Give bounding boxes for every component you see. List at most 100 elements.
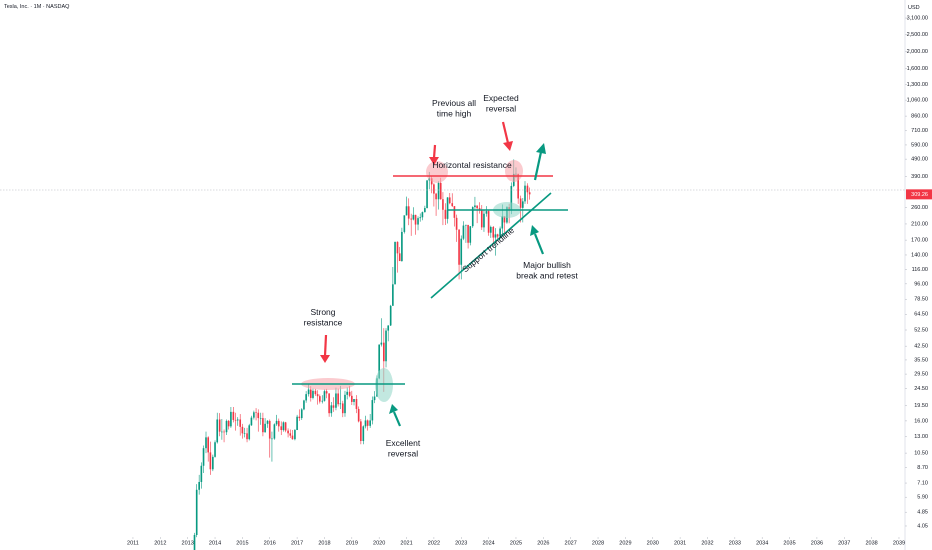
candle-body — [341, 403, 344, 414]
candle-body — [360, 421, 362, 442]
support-trendline — [430, 192, 552, 299]
y-tick-label: 24.50 — [914, 386, 928, 392]
candles — [193, 159, 531, 550]
y-tick-label: 16.00 — [914, 418, 928, 424]
x-tick-label: 2017 — [291, 540, 303, 546]
arrows — [320, 121, 546, 427]
candle-body — [439, 182, 442, 200]
candle-body — [387, 325, 390, 331]
x-tick-label: 2015 — [236, 540, 248, 546]
x-tick-label: 2031 — [674, 540, 686, 546]
arrow-shaft — [392, 411, 402, 427]
candle-body — [394, 241, 396, 285]
y-tick-label: 170.00 — [911, 238, 928, 244]
x-tick-label: 2038 — [865, 540, 877, 546]
x-tick-label: 2023 — [455, 540, 467, 546]
candle-body — [318, 396, 321, 402]
candle-body — [253, 412, 255, 418]
candle-body — [483, 213, 485, 228]
candle-body — [287, 430, 289, 434]
y-tick-label: 3,100.00 — [907, 15, 928, 21]
y-tick-label: 860.00 — [911, 114, 928, 120]
x-tick-label: 2022 — [428, 540, 440, 546]
candle-body — [474, 205, 476, 208]
candle-body — [524, 185, 526, 202]
candle-body — [280, 426, 283, 431]
candle-body — [433, 184, 435, 194]
x-tick-label: 2026 — [537, 540, 549, 546]
candle-body — [458, 229, 460, 265]
x-tick-label: 2021 — [400, 540, 412, 546]
candle-body — [300, 409, 303, 419]
candle-body — [414, 214, 417, 225]
candle-body — [451, 203, 454, 207]
candle-body — [268, 420, 271, 439]
candle-body — [410, 218, 413, 220]
y-tick-label: 52.50 — [914, 327, 928, 333]
candle-body — [230, 411, 232, 427]
candle-body — [207, 437, 210, 453]
candle-body — [266, 420, 269, 424]
candle-body — [485, 211, 488, 214]
candle-body — [501, 216, 504, 229]
candle-body — [200, 465, 203, 482]
x-tick-label: 2013 — [182, 540, 194, 546]
candle-body — [346, 391, 348, 395]
candle-body — [448, 197, 451, 204]
candle-body — [471, 207, 474, 227]
arrow-shaft — [432, 144, 437, 159]
candle-body — [262, 418, 264, 433]
candle-body — [489, 226, 492, 233]
candle-body — [417, 218, 419, 225]
candle-body — [398, 253, 401, 262]
x-tick-label: 2019 — [346, 540, 358, 546]
candle-body — [305, 394, 307, 401]
candle-body — [469, 226, 472, 243]
y-tick-label: 10.50 — [914, 451, 928, 457]
candle-body — [435, 193, 437, 200]
candle-body — [355, 399, 358, 409]
candle-body — [465, 224, 467, 226]
x-tick-label: 2014 — [209, 540, 221, 546]
y-tick-label: 78.50 — [914, 297, 928, 303]
candle-body — [487, 211, 490, 233]
y-tick-label: 29.50 — [914, 372, 928, 378]
candle-body — [257, 412, 260, 419]
candle-body — [294, 430, 296, 440]
candle-body — [426, 180, 428, 209]
candle-body — [239, 419, 242, 427]
y-tick-label: 2,000.00 — [907, 49, 928, 55]
candle-body — [357, 408, 360, 422]
y-tick-label: 140.00 — [911, 252, 928, 258]
candle-body — [348, 391, 351, 396]
candle-body — [291, 435, 294, 440]
candle-body — [337, 393, 339, 405]
candle-body — [424, 208, 426, 213]
last-price-box — [906, 189, 932, 200]
x-tick-label: 2037 — [838, 540, 850, 546]
candle-body — [330, 405, 333, 414]
candle-body — [195, 489, 198, 535]
candle-body — [214, 442, 216, 457]
candle-body — [321, 400, 324, 402]
candle-body — [437, 182, 440, 200]
x-tick-label: 2039 — [893, 540, 905, 546]
arrow-head — [320, 355, 330, 363]
last-price-label: 309.26 — [911, 192, 928, 198]
x-tick-label: 2011 — [127, 540, 139, 546]
x-tick-label: 2033 — [729, 540, 741, 546]
candle-body — [389, 305, 392, 326]
candle-body — [325, 391, 328, 394]
candle-body — [462, 225, 465, 239]
candle-body — [216, 419, 219, 443]
candle-body — [275, 420, 278, 425]
candle-body — [476, 205, 478, 209]
annotation-text: resistance — [304, 318, 343, 328]
arrow-head — [389, 404, 398, 414]
y-tick-label: 42.50 — [914, 344, 928, 350]
y-tick-label: 1,600.00 — [907, 66, 928, 72]
candle-body — [234, 419, 237, 421]
